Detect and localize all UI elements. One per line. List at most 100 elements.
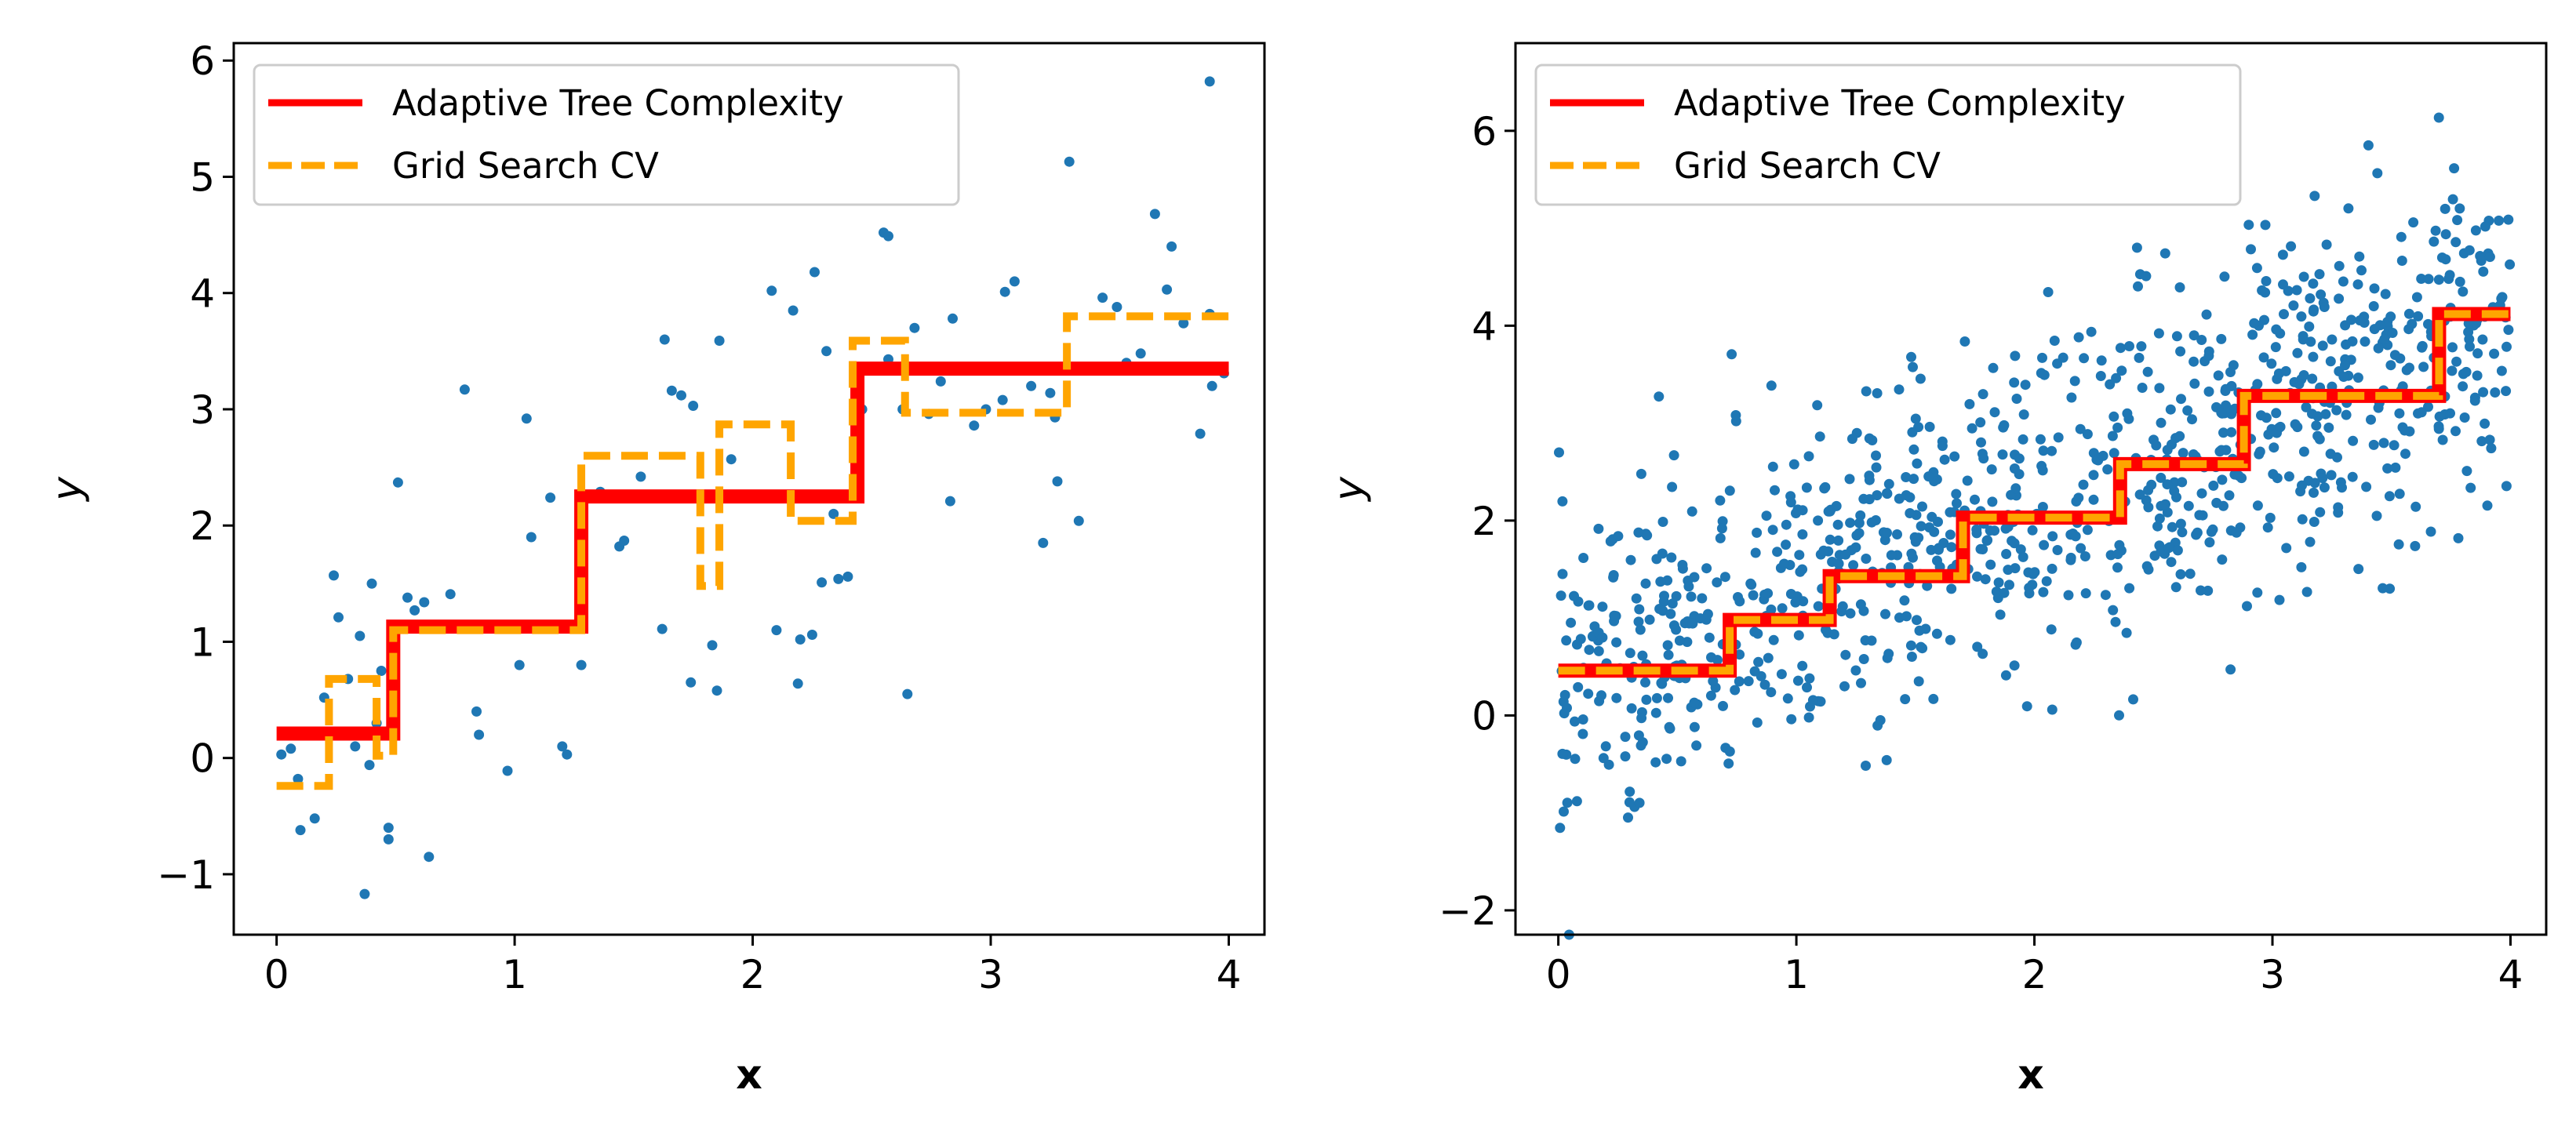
right-scatter-point	[1718, 700, 1728, 711]
right-scatter-point	[1977, 449, 1988, 460]
right-scatter-point	[2394, 489, 2405, 499]
right-scatter-point	[1912, 615, 1922, 626]
right-scatter-point	[2039, 539, 2050, 550]
right-scatter-point	[1633, 527, 1644, 538]
right-scatter-point	[2494, 215, 2505, 226]
right-scatter-point	[1772, 547, 1783, 558]
right-scatter-point	[2461, 466, 2472, 477]
right-scatter-point	[1583, 688, 1594, 699]
right-scatter-point	[1906, 652, 1917, 662]
left-legend-box	[253, 64, 960, 206]
right-scatter-point	[1753, 656, 1764, 667]
right-scatter-point	[1767, 525, 1778, 536]
right-scatter-point	[1596, 690, 1606, 701]
right-scatter-point	[1734, 676, 1745, 687]
right-scatter-point	[1959, 336, 1970, 347]
right-scatter-point	[2073, 492, 2084, 503]
right-scatter-point	[1687, 618, 1698, 629]
left-scatter-point	[833, 573, 844, 584]
right-scatter-point	[2143, 502, 2154, 513]
right-scatter-point	[2082, 525, 2093, 536]
right-scatter-point	[2304, 321, 2315, 332]
right-scatter-point	[1663, 692, 1673, 703]
right-scatter-point	[2319, 482, 2330, 493]
right-scatter-point	[2353, 564, 2364, 575]
left-scatter-point	[286, 743, 297, 754]
right-scatter-point	[1613, 531, 1624, 542]
right-scatter-point	[1881, 754, 1892, 765]
left-scatter-point	[788, 305, 799, 316]
right-scatter-point	[2433, 274, 2444, 285]
right-scatter-point	[2266, 358, 2277, 369]
right-y-tick-label: 4	[1472, 303, 1497, 349]
right-scatter-point	[1910, 413, 1921, 424]
left-scatter-point	[471, 706, 482, 717]
right-scatter-point	[2465, 341, 2475, 352]
right-scatter-point	[1785, 497, 1796, 508]
right-scatter-point	[2143, 564, 2154, 575]
right-scatter-point	[2297, 514, 2308, 525]
right-scatter-point	[1967, 423, 1977, 434]
right-scatter-point	[2312, 430, 2323, 441]
right-scatter-point	[1674, 635, 1685, 646]
right-scatter-point	[1977, 544, 1988, 554]
right-scatter-point	[2373, 402, 2384, 413]
right-scatter-point	[1926, 544, 1937, 555]
left-scatter-point	[1073, 515, 1084, 526]
right-scatter-point	[2039, 369, 2050, 380]
right-x-tick-label: 3	[2260, 952, 2285, 997]
right-scatter-point	[2196, 585, 2206, 596]
right-scatter-point	[2196, 335, 2207, 345]
right-scatter-point	[2156, 472, 2167, 483]
right-scatter-point	[1689, 721, 1700, 732]
left-series-grid-search-line	[276, 312, 1229, 790]
right-scatter-point	[1777, 603, 1788, 614]
right-scatter-point	[2503, 214, 2514, 225]
right-scatter-point	[2274, 594, 2285, 605]
right-scatter-point	[2080, 588, 2091, 599]
right-legend-box	[1534, 64, 2242, 206]
right-scatter-point	[2114, 710, 2124, 721]
right-scatter-point	[2309, 304, 2319, 315]
right-x-tick-label: 4	[2498, 952, 2523, 997]
right-scatter-point	[2298, 331, 2309, 342]
right-scatter-point	[1971, 524, 1982, 535]
right-scatter-point	[1671, 590, 1682, 601]
right-scatter-point	[2187, 414, 2197, 425]
right-scatter-point	[2429, 236, 2440, 247]
right-scatter-point	[2260, 220, 2271, 231]
right-scatter-point	[2058, 352, 2068, 363]
right-scatter-point	[2010, 483, 2021, 494]
right-scatter-point	[2111, 372, 2122, 383]
right-scatter-point	[1752, 717, 1763, 728]
right-scatter-point	[1559, 689, 1570, 700]
right-scatter-point	[1905, 640, 1916, 651]
right-scatter-point	[1989, 525, 2000, 536]
right-scatter-point	[1631, 593, 1642, 604]
right-scatter-point	[1815, 696, 1826, 707]
right-scatter-point	[1908, 361, 1918, 372]
right-legend-label-adaptive: Adaptive Tree Complexity	[1674, 82, 2126, 124]
left-scatter-point	[902, 688, 913, 699]
right-scatter-point	[2423, 318, 2433, 329]
right-scatter-point	[2134, 352, 2145, 363]
left-scatter-point	[828, 508, 839, 519]
right-scatter-point	[1623, 812, 1633, 823]
right-scatter-point	[2131, 242, 2142, 253]
right-scatter-point	[2309, 191, 2320, 202]
right-scatter-point	[1872, 490, 1883, 501]
right-scatter-point	[2390, 462, 2401, 473]
right-scatter-point	[1788, 459, 1799, 470]
right-scatter-point	[2141, 271, 2152, 282]
right-scatter-point	[1839, 681, 1850, 692]
right-scatter-point	[2444, 270, 2455, 281]
right-scatter-point	[1999, 587, 2010, 598]
right-scatter-point	[2280, 365, 2291, 376]
right-scatter-point	[2196, 488, 2207, 499]
right-scatter-point	[2425, 526, 2436, 537]
right-scatter-point	[2298, 446, 2309, 457]
right-scatter-point	[1913, 676, 1924, 687]
right-scatter-point	[2496, 365, 2507, 376]
right-scatter-point	[1749, 666, 1760, 677]
right-scatter-point	[1625, 648, 1635, 659]
